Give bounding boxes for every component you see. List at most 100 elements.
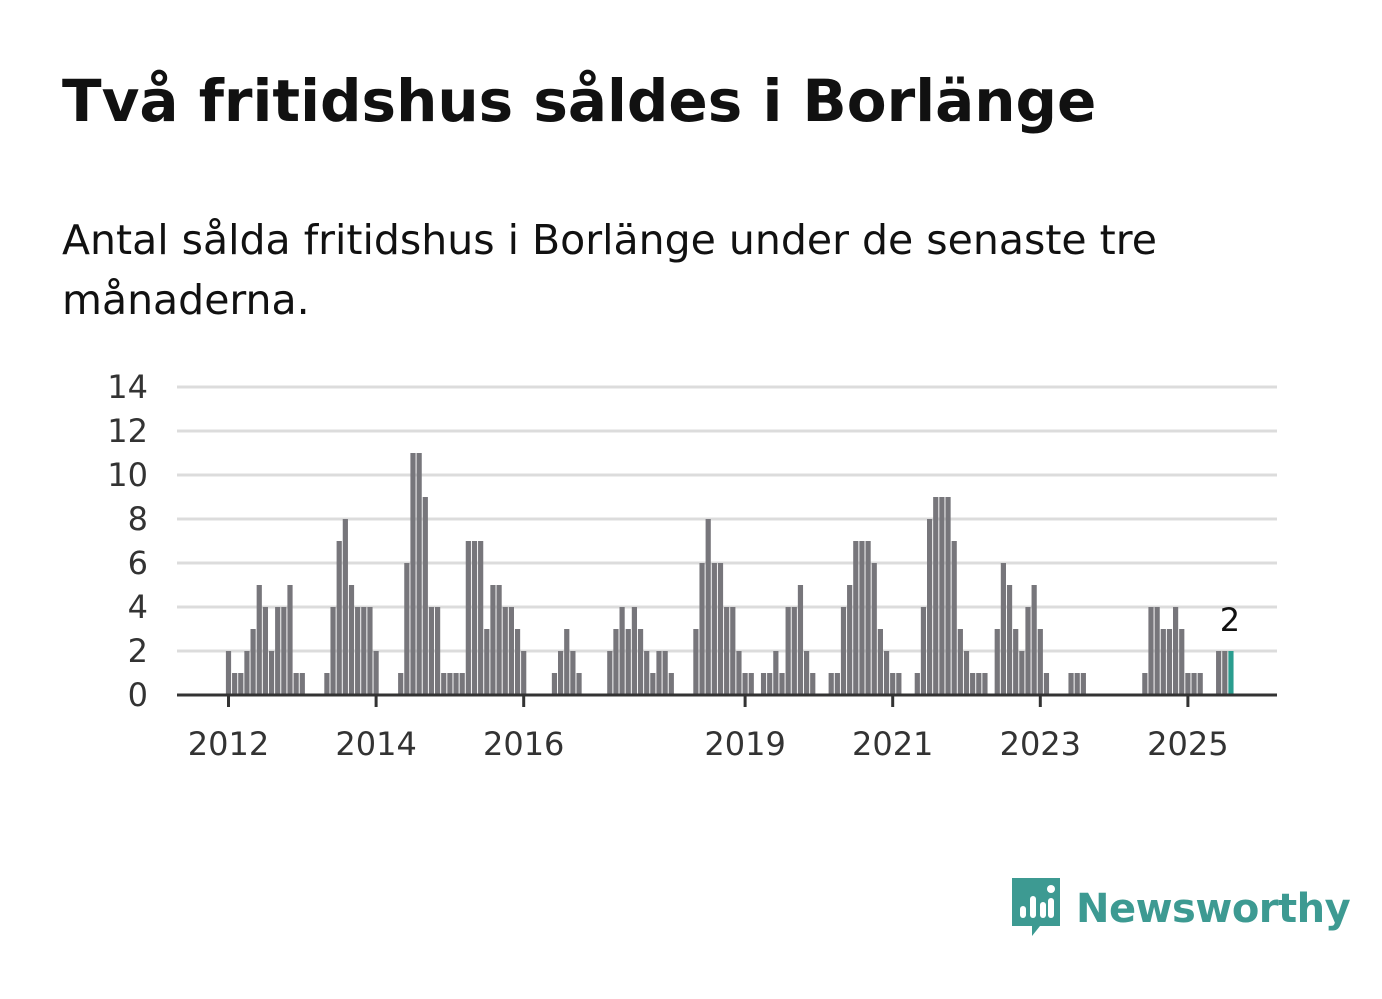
brand-name: Newsworthy — [1076, 886, 1351, 932]
bar — [625, 629, 631, 695]
bar — [281, 607, 287, 695]
x-tick-label: 2019 — [704, 725, 785, 763]
bar — [404, 563, 410, 695]
bar — [976, 673, 982, 695]
bar — [244, 651, 250, 695]
bar — [631, 607, 637, 695]
bar — [890, 673, 896, 695]
bar — [447, 673, 453, 695]
bars — [225, 453, 1234, 695]
bar — [804, 651, 810, 695]
bar — [564, 629, 570, 695]
bar — [422, 497, 428, 695]
bar — [853, 541, 859, 695]
bar — [576, 673, 582, 695]
y-tick-label: 0 — [128, 676, 148, 714]
y-tick-label: 8 — [128, 500, 148, 538]
bar-highlighted — [1228, 651, 1234, 695]
bar — [896, 673, 902, 695]
bar — [693, 629, 699, 695]
bar — [760, 673, 767, 695]
y-tick-label: 6 — [128, 544, 148, 582]
bar — [970, 673, 976, 695]
bar — [607, 651, 613, 695]
bar — [871, 563, 877, 695]
bar — [232, 673, 238, 695]
bar — [1068, 673, 1074, 695]
bar — [1142, 673, 1148, 695]
x-tick-label: 2014 — [335, 725, 416, 763]
bar — [1173, 607, 1179, 695]
bar — [398, 673, 404, 695]
bar — [1191, 673, 1197, 695]
bar — [496, 585, 502, 695]
bar — [225, 651, 232, 695]
bar — [416, 453, 422, 695]
bar — [920, 607, 927, 695]
newsworthy-logo-icon — [1010, 876, 1062, 942]
bar — [268, 651, 275, 695]
bar — [287, 585, 293, 695]
x-tick-label: 2012 — [188, 725, 269, 763]
bar-chart: 0 2 4 6 8 10 12 14 2012 2014 2016 2019 2021 2023 2025… — [107, 368, 1277, 763]
bar — [797, 585, 804, 695]
bar — [1013, 629, 1019, 695]
bar — [465, 541, 471, 695]
bar — [367, 607, 373, 695]
bar — [847, 585, 853, 695]
bar — [502, 607, 508, 695]
bar — [724, 607, 730, 695]
bar — [293, 673, 299, 695]
bar — [619, 607, 625, 695]
x-tick-label: 2023 — [1000, 725, 1081, 763]
y-tick-label: 4 — [128, 588, 148, 626]
bar — [453, 673, 459, 695]
bar — [238, 673, 244, 695]
bar — [785, 607, 791, 695]
bar — [1037, 629, 1043, 695]
bar — [471, 541, 478, 695]
bar — [336, 541, 342, 695]
bar — [262, 607, 268, 695]
bar — [779, 673, 785, 695]
bar — [299, 673, 305, 695]
bar — [373, 651, 379, 695]
bar — [256, 585, 262, 695]
bar — [748, 673, 754, 695]
bar — [1185, 673, 1191, 695]
bar — [914, 673, 920, 695]
bar — [883, 651, 890, 695]
bar — [459, 673, 465, 695]
bar — [508, 607, 514, 695]
bar — [410, 453, 416, 695]
annotations: 2 — [1220, 601, 1240, 639]
bar — [275, 607, 281, 695]
bar — [1074, 673, 1080, 695]
x-tick-label: 2016 — [483, 725, 564, 763]
last-value-label: 2 — [1220, 601, 1240, 639]
bar — [859, 541, 865, 695]
x-axis: 2012 2014 2016 2019 2021 2023 2025 — [177, 693, 1277, 763]
bar — [551, 673, 558, 695]
bar — [1006, 585, 1013, 695]
bar — [324, 673, 330, 695]
bar — [1148, 607, 1154, 695]
bar — [982, 673, 988, 695]
bar — [558, 651, 564, 695]
bar — [490, 585, 496, 695]
bar — [342, 519, 348, 695]
bar — [699, 563, 705, 695]
bar — [644, 651, 650, 695]
bar — [570, 651, 576, 695]
bar — [1222, 651, 1228, 695]
bar — [1154, 607, 1160, 695]
bar — [441, 673, 447, 695]
bar — [791, 607, 797, 695]
y-tick-label: 10 — [107, 456, 148, 494]
bar — [1025, 607, 1031, 695]
bar — [1160, 629, 1166, 695]
y-tick-label: 14 — [107, 368, 148, 406]
bar — [1166, 629, 1173, 695]
bar — [484, 629, 490, 695]
bar — [250, 629, 256, 695]
